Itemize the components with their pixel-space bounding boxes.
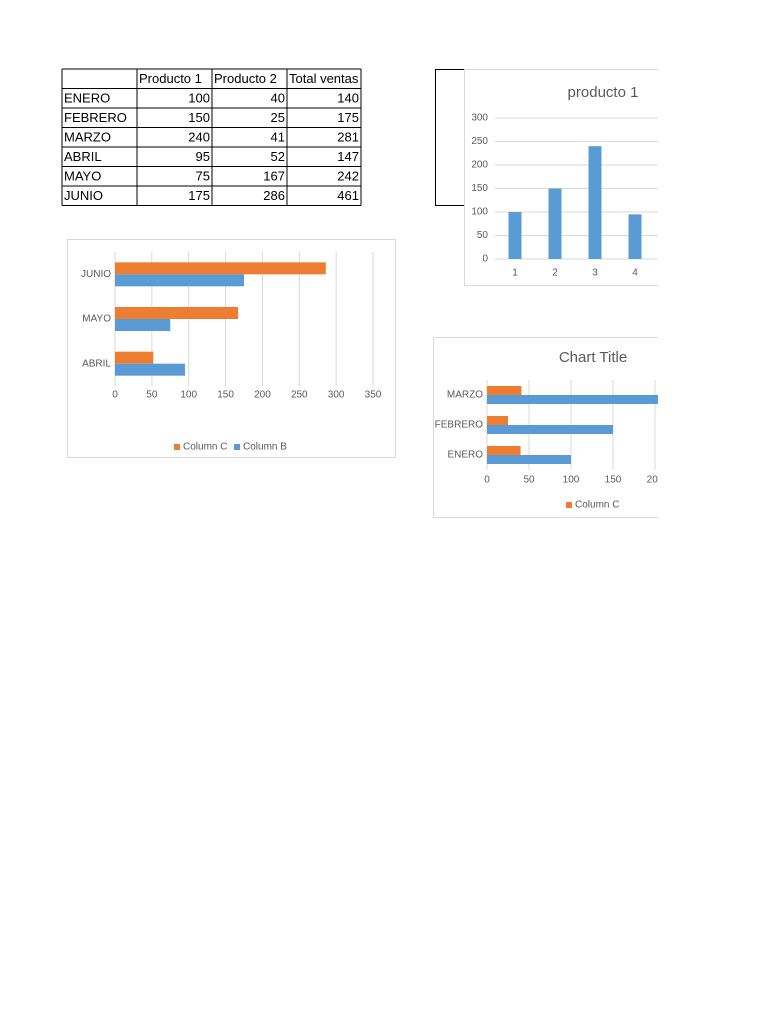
cell-value: 240 — [188, 130, 210, 145]
y-tick-label: 100 — [471, 207, 488, 218]
y-tick-label: MAYO — [82, 314, 111, 325]
bar — [508, 212, 522, 259]
bar — [487, 425, 613, 434]
cell-value: 461 — [337, 188, 359, 203]
legend-label: Column B — [243, 442, 287, 453]
cell-value: 140 — [337, 91, 359, 106]
bar — [487, 455, 571, 464]
y-tick-label: ABRIL — [82, 358, 111, 369]
x-tick-label: 0 — [112, 390, 118, 401]
column-header: Producto 1 — [139, 71, 202, 86]
bar — [115, 274, 244, 287]
y-tick-label: 250 — [471, 136, 488, 147]
x-tick-label: 3 — [592, 268, 598, 279]
row-label: MARZO — [64, 130, 111, 145]
cell-value: 100 — [188, 91, 210, 106]
y-tick-label: 0 — [482, 254, 488, 265]
column-header: Total ventas — [289, 71, 359, 86]
x-tick-label: 0 — [484, 475, 490, 486]
charts: 0 50 100 150 200 250 300 350ABRILMAYOJUNIOColum… — [67, 69, 748, 518]
x-tick-label: 250 — [291, 390, 308, 401]
x-tick-label: 300 — [328, 390, 345, 401]
x-tick-label: 4 — [632, 268, 638, 279]
bar — [588, 146, 602, 259]
table: Producto 1 Producto 2 Total ventas ENERO 100… — [61, 68, 362, 206]
cell-value: 175 — [188, 188, 210, 203]
x-tick-label: 1 — [512, 268, 518, 279]
cell-value: 175 — [337, 110, 359, 125]
cell-value: 242 — [337, 169, 359, 184]
cell-value: 40 — [271, 91, 285, 106]
x-tick-label: 100 — [563, 475, 580, 486]
cell-value: 167 — [263, 169, 285, 184]
x-tick-label: 150 — [605, 475, 622, 486]
chart: 0 50 100 150 200 250 300 350 ABRIL MAYO JUNIO Colum… — [67, 239, 396, 458]
y-tick-label: FEBRERO — [435, 420, 484, 431]
y-tick-label: ENERO — [447, 450, 483, 461]
x-tick-label: 150 — [217, 390, 234, 401]
y-tick-label: 150 — [471, 183, 488, 194]
chart-title: producto 1 — [568, 84, 639, 101]
y-tick-label: MARZO — [447, 390, 483, 401]
y-tick-label: 200 — [471, 160, 488, 171]
y-tick-label: 300 — [471, 113, 488, 124]
row-label: JUNIO — [64, 188, 103, 203]
x-tick-label: 50 — [146, 390, 158, 401]
cell-value: 147 — [337, 149, 359, 164]
cell-value: 52 — [271, 149, 285, 164]
bar — [487, 416, 508, 425]
legend-swatch — [234, 444, 240, 450]
x-tick-label: 200 — [254, 390, 271, 401]
cell-value: 286 — [263, 188, 285, 203]
bar — [628, 214, 642, 259]
row-label: ABRIL — [64, 149, 102, 164]
bar — [115, 319, 171, 331]
x-tick-label: 200 — [647, 475, 664, 486]
row-label: MAYO — [64, 169, 101, 184]
cell-value: 95 — [196, 149, 210, 164]
x-tick-label: 2 — [552, 268, 558, 279]
cell-value: 75 — [196, 169, 210, 184]
bar — [115, 262, 326, 275]
cell-value: 25 — [271, 110, 285, 125]
bar — [115, 363, 186, 376]
legend-label: Column B — [689, 500, 733, 511]
row-label: FEBRERO — [64, 110, 127, 125]
x-tick-label: 250 — [689, 475, 706, 486]
x-tick-label: 300 — [731, 475, 748, 486]
legend-label: Column C — [183, 442, 227, 453]
y-tick-label: 50 — [477, 230, 489, 241]
x-tick-label: 100 — [180, 390, 197, 401]
bar — [487, 395, 658, 404]
column-header: Producto 2 — [214, 71, 277, 86]
bar — [548, 188, 562, 259]
cell-value: 41 — [271, 130, 285, 145]
bar — [115, 307, 239, 319]
bar — [115, 351, 154, 364]
chart-title: Chart Title — [559, 349, 627, 366]
cell-value: 281 — [337, 130, 359, 145]
bar — [487, 446, 521, 455]
legend-label: Column C — [575, 500, 619, 511]
chart: Chart Title 0 50 100 150 200 250 300 ENERO FEBRER… — [433, 337, 748, 518]
bar — [487, 386, 522, 395]
chart: producto 1 0 50 100 150 200 250 300 1 2 3 4 — [464, 69, 658, 286]
legend-swatch — [174, 444, 180, 450]
x-tick-label: 350 — [365, 390, 382, 401]
legend-swatch — [680, 502, 686, 508]
y-tick-label: JUNIO — [81, 269, 111, 280]
row-label: ENERO — [64, 91, 110, 106]
cell-value: 150 — [188, 110, 210, 125]
legend-swatch — [566, 502, 572, 508]
x-tick-label: 50 — [523, 475, 535, 486]
